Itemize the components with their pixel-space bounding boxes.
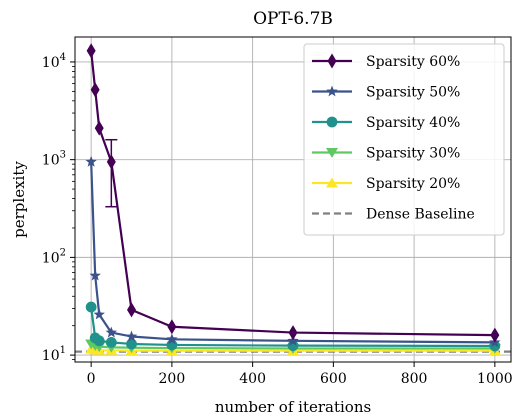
legend-label: Sparsity 60% bbox=[366, 54, 460, 70]
x-tick-label: 1000 bbox=[477, 371, 513, 387]
diamond-marker bbox=[86, 43, 96, 59]
x-tick-label: 600 bbox=[320, 371, 347, 387]
plot-frame bbox=[74, 36, 512, 363]
legend-entry: Sparsity 60% bbox=[312, 53, 460, 70]
diamond-marker bbox=[327, 53, 337, 69]
circle-marker bbox=[105, 336, 117, 348]
legend: Sparsity 60% Sparsity 50% Sparsity 40% Spar… bbox=[303, 43, 505, 236]
legend-label: Sparsity 40% bbox=[366, 115, 460, 131]
diamond-marker bbox=[167, 319, 177, 335]
diamond-marker bbox=[490, 327, 500, 343]
x-axis-label: number of iterations bbox=[215, 398, 371, 416]
x-tick-label: 400 bbox=[239, 371, 266, 387]
x-tick-label: 0 bbox=[87, 371, 96, 387]
series-line bbox=[90, 50, 495, 337]
star-marker bbox=[93, 308, 105, 320]
y-tick-label: 103 bbox=[42, 150, 66, 169]
circle-marker bbox=[93, 335, 105, 347]
diamond-marker bbox=[288, 325, 298, 341]
plot-area bbox=[75, 43, 511, 356]
series-line bbox=[90, 161, 495, 344]
legend-entry: Sparsity 20% bbox=[312, 176, 460, 192]
chart-title: OPT-6.7B bbox=[253, 9, 333, 29]
legend-label: Dense Baseline bbox=[366, 207, 475, 223]
diamond-marker bbox=[106, 154, 116, 170]
x-tick-label: 200 bbox=[159, 371, 186, 387]
triangle-up-marker bbox=[326, 177, 338, 188]
legend-label: Sparsity 20% bbox=[366, 176, 460, 192]
legend-entry: Sparsity 30% bbox=[312, 146, 460, 162]
axis-ticks: 0 200 400 600 800 1000 101 102 103 104 bbox=[42, 52, 513, 387]
star-marker bbox=[105, 326, 118, 338]
legend-entry: Sparsity 40% bbox=[312, 115, 460, 131]
circle-marker bbox=[326, 116, 338, 128]
y-tick-label: 101 bbox=[42, 345, 66, 364]
legend-label: Sparsity 30% bbox=[366, 146, 460, 162]
star-marker bbox=[326, 85, 338, 97]
star-marker bbox=[287, 334, 299, 346]
star-marker bbox=[125, 330, 138, 342]
circle-marker bbox=[126, 338, 137, 350]
circle-marker bbox=[85, 301, 97, 313]
diamond-marker bbox=[94, 120, 104, 136]
legend-label: Sparsity 50% bbox=[366, 85, 460, 101]
legend-entry: Dense Baseline bbox=[312, 207, 475, 223]
diamond-marker bbox=[90, 82, 100, 98]
series-sparsity-60- bbox=[86, 43, 500, 343]
y-axis-label: perplexity bbox=[10, 161, 28, 238]
y-tick-label: 102 bbox=[42, 247, 66, 266]
x-tick-label: 800 bbox=[401, 371, 428, 387]
legend-box bbox=[303, 43, 505, 236]
y-tick-label: 104 bbox=[42, 52, 66, 71]
star-marker bbox=[85, 155, 97, 167]
star-marker bbox=[89, 269, 101, 281]
star-marker bbox=[166, 333, 178, 345]
diamond-marker bbox=[127, 302, 137, 318]
triangle-down-marker bbox=[326, 148, 338, 158]
legend-entry: Sparsity 50% bbox=[312, 85, 460, 101]
